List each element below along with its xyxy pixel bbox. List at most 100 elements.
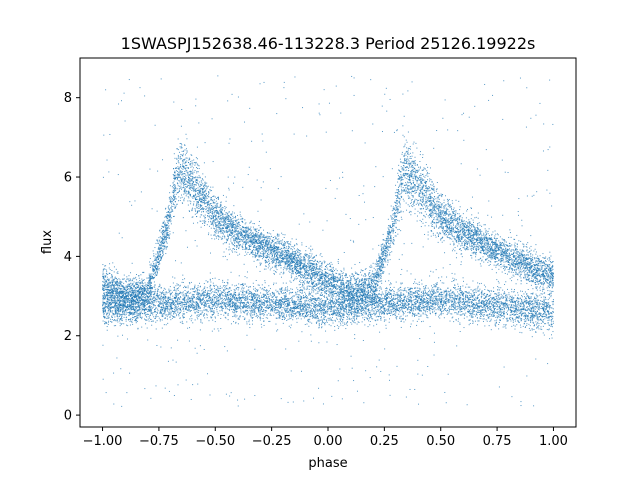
data-point [220, 224, 222, 226]
data-point [499, 260, 501, 262]
data-point [460, 239, 462, 241]
data-point [460, 245, 462, 247]
data-point [475, 216, 477, 218]
data-point [498, 246, 500, 248]
data-point [192, 183, 194, 185]
data-point [533, 250, 535, 252]
data-point [213, 211, 215, 213]
data-point [179, 166, 181, 168]
data-point [528, 280, 530, 282]
data-point [121, 298, 123, 300]
data-point [321, 294, 323, 296]
data-point [181, 164, 183, 166]
data-point [381, 253, 383, 255]
data-point [532, 280, 534, 282]
data-point [125, 287, 127, 289]
data-point [150, 265, 152, 267]
data-point [281, 257, 283, 259]
data-point [265, 265, 267, 267]
data-point [184, 175, 186, 177]
data-point [267, 267, 269, 269]
data-point [399, 202, 401, 204]
data-point [251, 234, 253, 236]
data-point [530, 256, 532, 258]
data-point [318, 278, 320, 280]
data-point [308, 272, 310, 274]
data-point [532, 266, 534, 268]
data-point [393, 239, 395, 241]
data-point [188, 181, 190, 183]
data-point [401, 218, 403, 220]
data-point [124, 286, 126, 288]
data-point [504, 246, 506, 248]
data-point [402, 198, 404, 200]
data-point [534, 283, 536, 285]
data-point [364, 288, 366, 290]
data-point [164, 239, 166, 241]
data-point [452, 202, 454, 204]
data-point [180, 178, 182, 180]
data-point [491, 255, 493, 257]
data-point [389, 244, 391, 246]
data-point [184, 161, 186, 163]
data-point [104, 284, 106, 286]
data-point [488, 257, 490, 259]
data-point [195, 157, 197, 159]
data-point [382, 245, 384, 247]
data-point [103, 294, 105, 296]
data-point [110, 293, 112, 295]
data-point [513, 265, 515, 267]
data-point [193, 201, 195, 203]
data-point [367, 289, 369, 291]
data-point [361, 308, 363, 310]
data-point [174, 170, 176, 172]
data-point [259, 254, 261, 256]
data-point [400, 182, 402, 184]
data-point [150, 278, 152, 280]
data-point [119, 311, 121, 313]
data-point [520, 266, 522, 268]
data-point [380, 273, 382, 275]
data-point [112, 280, 114, 282]
data-point [546, 258, 548, 260]
data-point [239, 211, 241, 213]
data-point [346, 280, 348, 282]
data-point [433, 226, 435, 228]
data-point [525, 258, 527, 260]
data-point [401, 151, 403, 153]
data-point [281, 255, 283, 257]
data-point [414, 198, 416, 200]
data-point [284, 242, 286, 244]
data-point [241, 245, 243, 247]
data-point [259, 245, 261, 247]
data-point [485, 236, 487, 238]
data-point [253, 245, 255, 247]
data-point [267, 235, 269, 237]
data-point [213, 231, 215, 233]
data-point [387, 248, 389, 250]
data-point [267, 238, 269, 240]
data-point [161, 240, 162, 242]
data-point [142, 286, 144, 288]
data-point [400, 186, 402, 188]
data-point [475, 232, 477, 234]
data-point [298, 255, 300, 257]
data-point [525, 274, 527, 276]
data-point [240, 231, 242, 233]
data-point [164, 230, 166, 232]
data-point [433, 185, 435, 187]
data-point [434, 191, 436, 193]
data-point [543, 264, 545, 266]
data-point [461, 217, 463, 219]
data-point [123, 286, 125, 288]
data-point [400, 230, 402, 232]
data-point [238, 224, 240, 226]
data-point [460, 215, 462, 217]
data-point [313, 287, 315, 289]
data-point [123, 292, 125, 294]
data-point [150, 285, 152, 287]
data-point [215, 226, 217, 228]
data-point [141, 282, 143, 284]
data-point [291, 260, 293, 262]
data-point [157, 246, 159, 248]
